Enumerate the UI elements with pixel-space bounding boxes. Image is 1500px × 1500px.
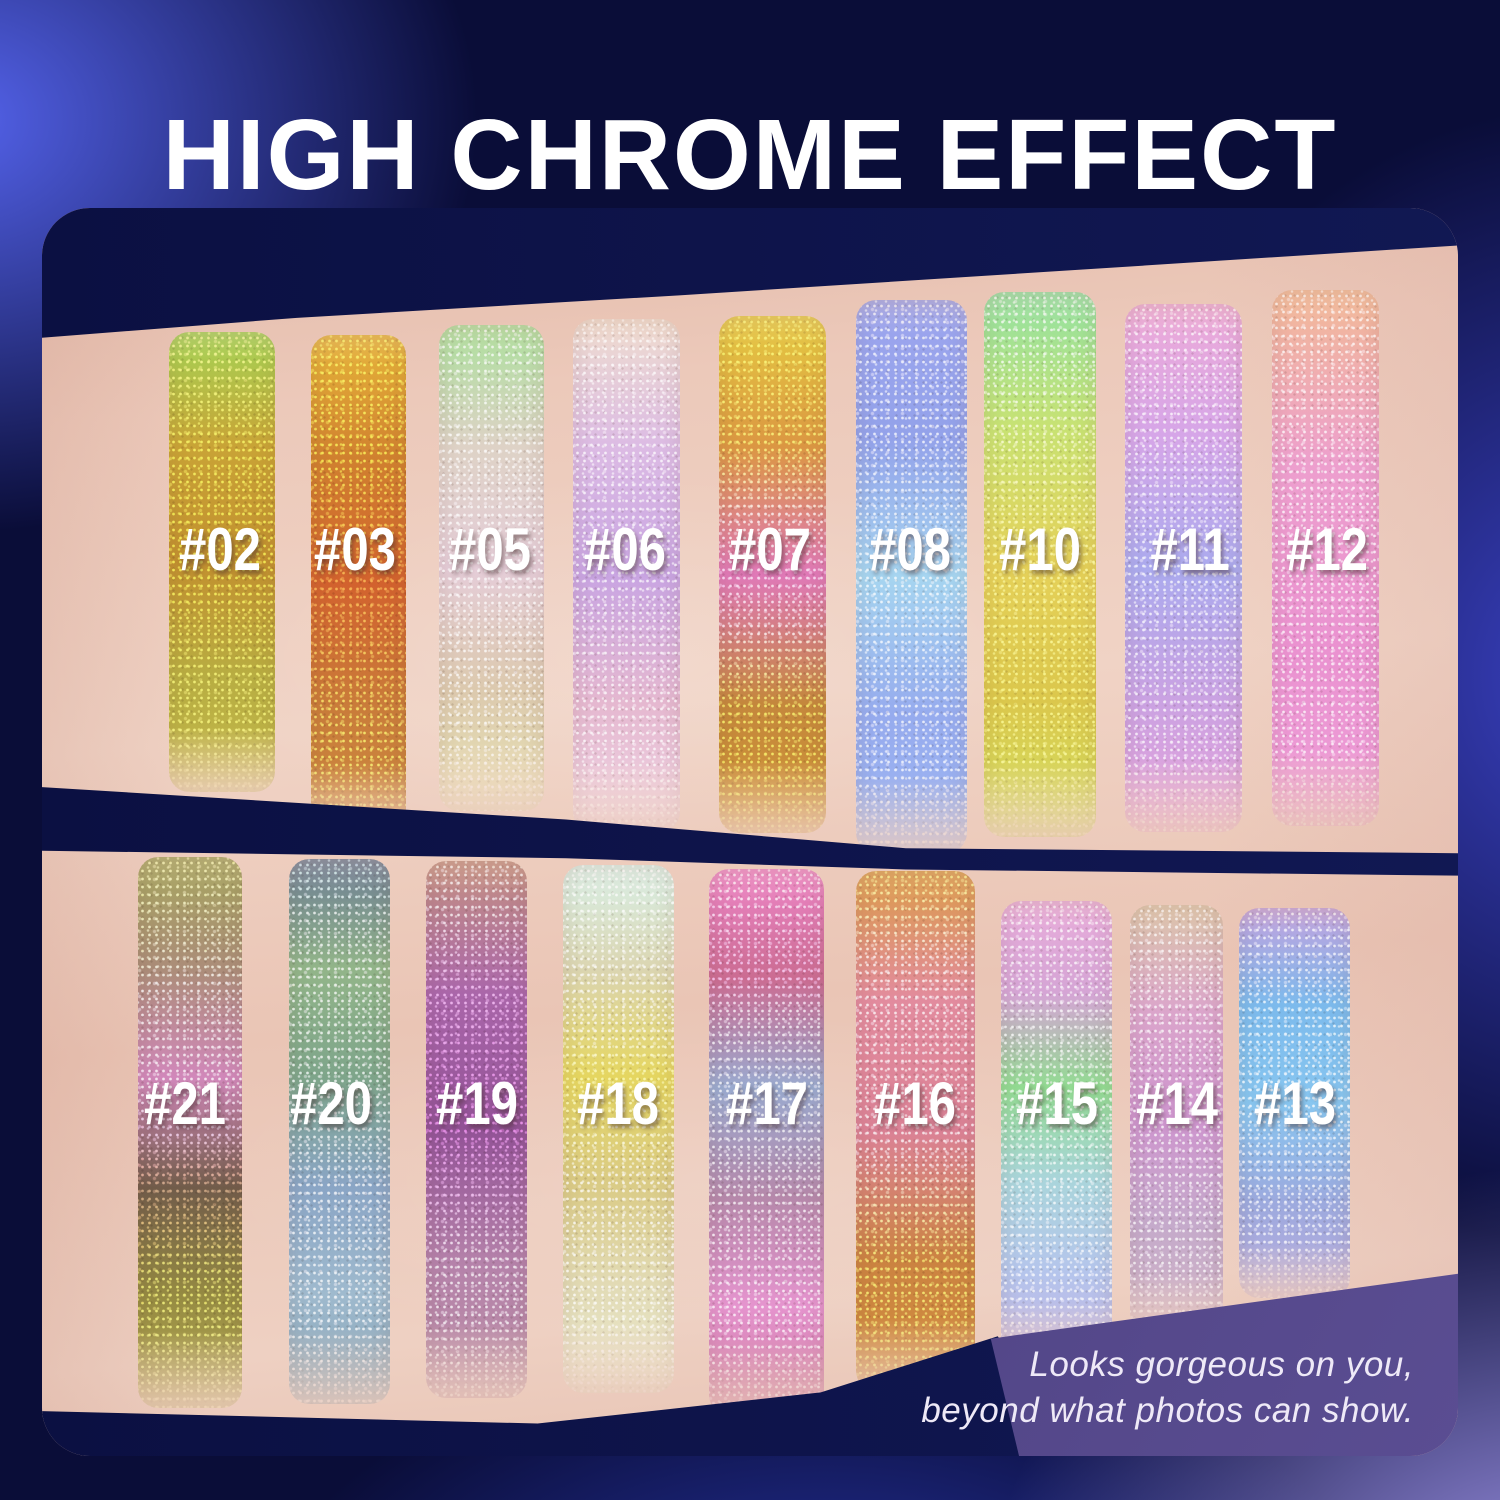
- swatch-label-20: #20: [289, 1070, 373, 1137]
- swatch-photo-panel: #02 #03 #05 #06 #07 #08 #10 #11 #12 #21 #20 #19 #18…: [42, 208, 1458, 1456]
- swatch-strip-10: [984, 292, 1096, 837]
- swatch-label-03: #03: [313, 516, 397, 583]
- swatch-label-07: #07: [728, 516, 812, 583]
- swatch-label-16: #16: [873, 1070, 957, 1137]
- swatch-label-02: #02: [178, 516, 262, 583]
- swatch-strip-08: [856, 300, 967, 853]
- swatch-strip-11: [1125, 304, 1242, 832]
- swatch-strip-07: [719, 316, 826, 833]
- page-title: HIGH CHROME EFFECT: [162, 99, 1338, 211]
- bottom-arm-swatches: #21 #20 #19 #18 #17 #16 #15 #14 #13: [42, 208, 1458, 1456]
- swatch-strip-20: [289, 859, 390, 1404]
- swatch-strip-12: [1272, 290, 1379, 826]
- swatch-label-12: #12: [1285, 516, 1369, 583]
- swatch-strip-03: [311, 335, 406, 832]
- swatch-strip-06: [573, 319, 680, 832]
- swatch-label-08: #08: [868, 516, 952, 583]
- swatch-strip-02: [169, 332, 275, 792]
- swatch-label-05: #05: [448, 516, 532, 583]
- caption-line-1: Looks gorgeous on you,: [1029, 1345, 1414, 1384]
- swatch-label-11: #11: [1150, 516, 1230, 583]
- top-arm-swatches: #02 #03 #05 #06 #07 #08 #10 #11 #12: [42, 208, 1458, 1456]
- swatch-strip-14: [1130, 905, 1223, 1333]
- swatch-label-13: #13: [1253, 1070, 1337, 1137]
- swatch-label-10: #10: [998, 516, 1082, 583]
- swatch-label-21: #21: [143, 1070, 227, 1137]
- swatch-strip-21: [138, 857, 242, 1408]
- swatch-strip-18: [563, 865, 674, 1393]
- swatch-strip-13: [1239, 908, 1350, 1298]
- swatch-label-19: #19: [435, 1070, 519, 1137]
- swatch-label-06: #06: [583, 516, 667, 583]
- swatch-label-17: #17: [725, 1070, 809, 1137]
- swatch-strip-05: [439, 325, 544, 811]
- caption: Looks gorgeous on you, beyond what photo…: [921, 1342, 1414, 1434]
- swatch-label-14: #14: [1135, 1070, 1219, 1137]
- swatch-label-18: #18: [576, 1070, 660, 1137]
- swatch-label-15: #15: [1015, 1070, 1099, 1137]
- swatch-strip-19: [426, 861, 527, 1398]
- swatch-strip-17: [709, 869, 824, 1415]
- swatch-strip-16: [856, 871, 975, 1391]
- caption-line-2: beyond what photos can show.: [921, 1391, 1414, 1431]
